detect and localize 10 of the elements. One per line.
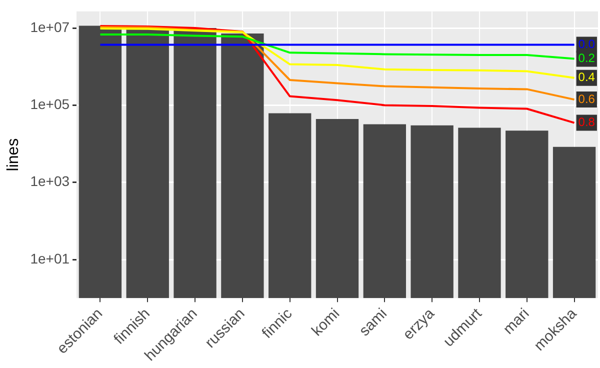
series-label: 0.0 [578,37,596,52]
y-axis-title: lines [5,138,22,172]
series-label: 0.6 [578,92,596,106]
series-label: 0.8 [578,115,596,130]
y-tick-label: 1e+03 [30,173,70,190]
series-label: 0.2 [578,51,596,66]
y-tick-label: 1e+05 [30,96,70,112]
series-label: 0.4 [578,70,596,84]
y-tick-label: 1e+07 [30,18,70,35]
y-tick-label: 1e+01 [30,250,70,266]
